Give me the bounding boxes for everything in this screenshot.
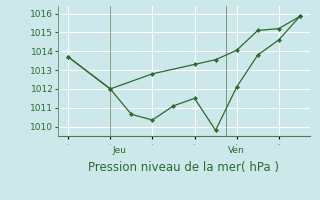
X-axis label: Pression niveau de la mer( hPa ): Pression niveau de la mer( hPa ) — [89, 161, 279, 174]
Text: Jeu: Jeu — [112, 146, 126, 155]
Text: Ven: Ven — [228, 146, 245, 155]
